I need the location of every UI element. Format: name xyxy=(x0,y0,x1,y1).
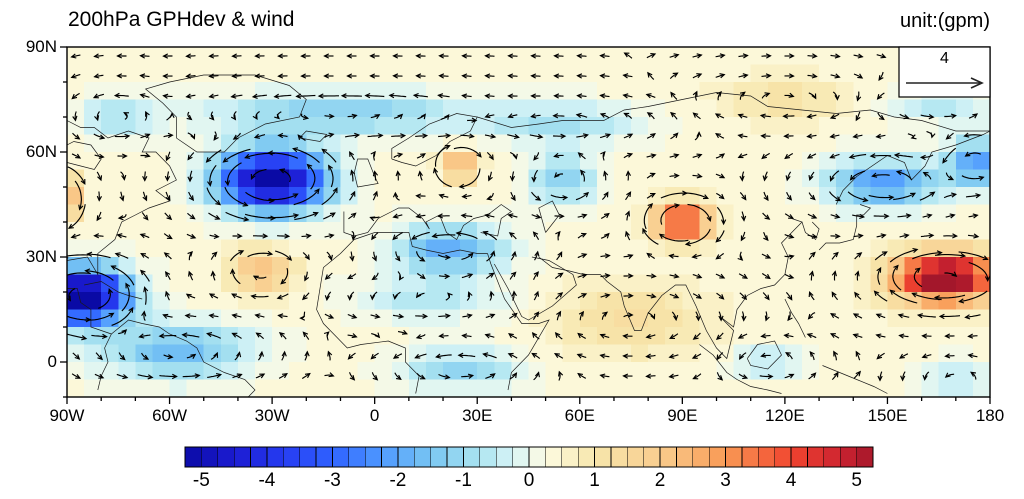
wind-vector-layer xyxy=(67,52,990,382)
y-tick-label: 60N xyxy=(25,142,57,161)
colorbar-tick-label: -5 xyxy=(192,470,210,491)
plot-title: 200hPa GPHdev & wind xyxy=(68,8,295,31)
colorbar-tick-label: 5 xyxy=(851,470,862,491)
colorbar xyxy=(184,446,874,468)
x-tick-label: 90W xyxy=(49,406,85,425)
colorbar-tick-label: -2 xyxy=(389,470,407,491)
y-tick-label: 90N xyxy=(25,37,57,56)
colorbar-tick-label: -3 xyxy=(323,470,341,491)
x-tick-label: 0 xyxy=(369,406,380,425)
x-tick-label: 180 xyxy=(975,406,1005,425)
colorbar-tick-label: 1 xyxy=(589,470,600,491)
y-tick-label: 30N xyxy=(25,247,57,266)
coastline-layer xyxy=(67,74,990,397)
x-tick-label: 60W xyxy=(152,406,188,425)
x-tick-label: 150E xyxy=(867,406,908,425)
colorbar-tick-label: 3 xyxy=(720,470,731,491)
y-tick-label: 0 xyxy=(47,352,57,371)
colorbar-tick-label: 2 xyxy=(654,470,666,491)
x-tick-label: 30W xyxy=(254,406,290,425)
colorbar-tick-label: -4 xyxy=(258,470,276,491)
axis-ticks xyxy=(60,46,991,404)
colorbar-tick-label: -1 xyxy=(455,470,472,491)
colorbar-tick-label: 0 xyxy=(523,470,535,491)
unit-label: unit:(gpm) xyxy=(899,10,990,32)
x-tick-label: 60E xyxy=(564,406,595,425)
x-tick-label: 30E xyxy=(462,406,493,425)
reference-arrow-icon xyxy=(906,77,984,89)
reference-vector-box xyxy=(898,46,991,98)
x-tick-label: 90E xyxy=(667,406,698,425)
anomaly-fill-layer xyxy=(67,47,990,397)
reference-vector-value: 4 xyxy=(940,50,949,67)
x-tick-label: 120E xyxy=(765,406,805,425)
colorbar-tick-label: 4 xyxy=(785,470,797,491)
